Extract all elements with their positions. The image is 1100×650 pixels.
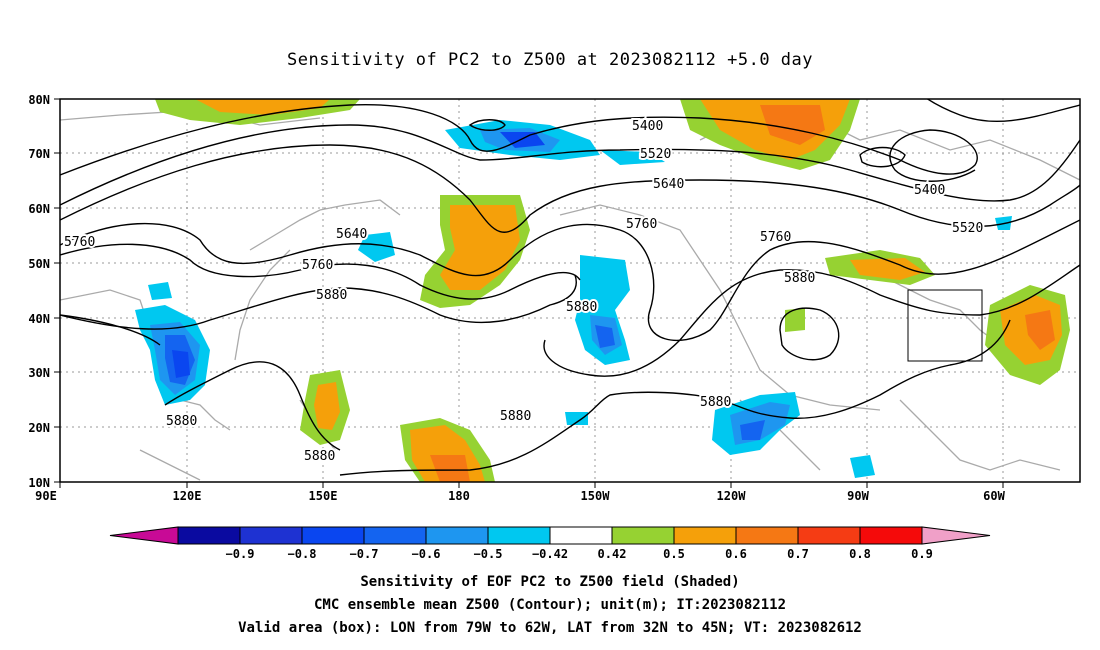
lon-label: 90E <box>35 489 57 503</box>
sensitivity-shading <box>135 99 1070 482</box>
lat-label: 40N <box>28 312 50 326</box>
contour-label: 5880 <box>700 395 731 410</box>
colorbar-label: 0.7 <box>787 547 809 561</box>
map-frame <box>59 98 1081 483</box>
lon-label: 120E <box>173 489 202 503</box>
lat-label: 60N <box>28 202 50 216</box>
contour-label: 5880 <box>166 414 197 429</box>
lon-label: 180 <box>448 489 470 503</box>
positive-core <box>1025 310 1055 350</box>
negative-core <box>595 325 615 348</box>
lat-label: 10N <box>28 476 50 490</box>
lon-label: 120W <box>717 489 747 503</box>
contour-label: 5520 <box>952 221 983 236</box>
contour-label: 5400 <box>914 183 945 198</box>
negative-core <box>740 420 765 440</box>
contour-labels: 5400 5520 5640 5760 5880 5400 5520 5640 … <box>62 117 985 466</box>
colorbar-label: −0.5 <box>474 547 503 561</box>
colorbar-swatch <box>797 526 861 545</box>
colorbar-swatch <box>673 526 737 545</box>
lon-label: 60W <box>983 489 1005 503</box>
colorbar-swatch <box>425 526 489 545</box>
colorbar-label: −0.6 <box>412 547 441 561</box>
contour-label: 5640 <box>336 227 367 242</box>
contour-label: 5760 <box>760 230 791 245</box>
valid-area-box <box>907 289 983 362</box>
lon-label: 150E <box>309 489 338 503</box>
negative-region <box>358 232 395 262</box>
colorbar-swatch <box>549 526 613 545</box>
contour-label: 5760 <box>626 217 657 232</box>
positive-core <box>850 258 925 280</box>
colorbar-label: −0.9 <box>226 547 255 561</box>
caption-shading: Sensitivity of EOF PC2 to Z500 field (Sh… <box>360 574 740 590</box>
colorbar-low-triangle <box>109 526 179 545</box>
positive-core <box>760 105 825 145</box>
lat-label: 70N <box>28 147 50 161</box>
colorbar: −0.9 −0.8 −0.7 −0.6 −0.5 −0.42 0.42 0.5 0.6 0.7 0.… <box>109 526 991 561</box>
positive-core <box>314 382 340 430</box>
colorbar-swatch <box>735 526 799 545</box>
lat-label: 80N <box>28 93 50 107</box>
negative-region <box>148 282 172 300</box>
colorbar-label: 0.8 <box>849 547 871 561</box>
contour-label: 5880 <box>784 271 815 286</box>
colorbar-label: −0.7 <box>350 547 379 561</box>
lat-label: 20N <box>28 421 50 435</box>
negative-region <box>995 216 1012 230</box>
page-title: Sensitivity of PC2 to Z500 at 2023082112… <box>286 50 813 70</box>
lon-label: 90W <box>847 489 869 503</box>
negative-region <box>850 455 875 478</box>
contour-label: 5760 <box>302 258 333 273</box>
longitude-labels: 90E 120E 150E 180 150W 120W 90W 60W <box>35 489 1005 503</box>
colorbar-swatch <box>487 526 551 545</box>
positive-core <box>430 455 470 482</box>
axis-ticks <box>54 98 1004 488</box>
latitude-labels: 80N 70N 60N 50N 40N 30N 20N 10N <box>28 93 50 490</box>
colorbar-swatch <box>859 526 923 545</box>
caption-contour: CMC ensemble mean Z500 (Contour); unit(m… <box>313 597 786 613</box>
colorbar-swatch <box>239 526 303 545</box>
colorbar-label: −0.8 <box>288 547 317 561</box>
colorbar-swatch <box>177 526 241 545</box>
lat-label: 30N <box>28 366 50 380</box>
colorbar-swatch <box>611 526 675 545</box>
negative-region <box>600 150 665 165</box>
negative-core <box>172 350 190 378</box>
contour-label: 5640 <box>653 177 684 192</box>
contour-label: 5880 <box>500 409 531 424</box>
colorbar-label: 0.9 <box>911 547 933 561</box>
colorbar-high-triangle <box>921 526 991 545</box>
contour-label: 5760 <box>64 235 95 250</box>
lat-label: 50N <box>28 257 50 271</box>
contour-label: 5520 <box>640 147 671 162</box>
caption-valid-area: Valid area (box): LON from 79W to 62W, L… <box>238 620 862 636</box>
colorbar-swatch <box>363 526 427 545</box>
contour-label: 5880 <box>304 449 335 464</box>
z500-contours <box>60 99 1080 476</box>
negative-region <box>565 412 588 425</box>
positive-region <box>785 308 805 332</box>
colorbar-label: 0.5 <box>663 547 685 561</box>
contour-label: 5880 <box>316 288 347 303</box>
colorbar-label: −0.42 <box>532 547 568 561</box>
positive-core <box>195 99 330 115</box>
contour-label: 5880 <box>566 300 597 315</box>
contour-label: 5400 <box>632 119 663 134</box>
colorbar-swatch <box>301 526 365 545</box>
colorbar-label: 0.6 <box>725 547 747 561</box>
colorbar-label: 0.42 <box>598 547 627 561</box>
lon-label: 150W <box>581 489 611 503</box>
